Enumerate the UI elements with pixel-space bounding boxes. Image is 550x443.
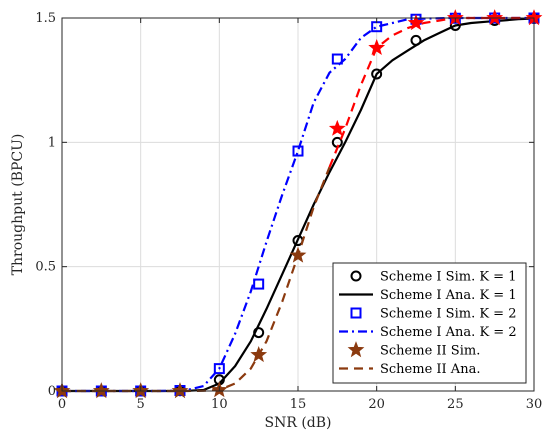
series-scheme-ii-sim- (53, 246, 307, 399)
marker-star (347, 341, 365, 358)
marker-square (350, 307, 362, 319)
legend-entry: Scheme I Ana. K = 1 (339, 288, 517, 303)
legend-label: Scheme I Sim. K = 2 (380, 307, 516, 322)
marker-square (331, 53, 343, 65)
marker-square (292, 145, 304, 157)
x-tick-label: 0 (58, 397, 66, 412)
x-tick-label: 30 (526, 397, 543, 412)
marker-circle (371, 68, 383, 80)
marker-star (171, 382, 189, 399)
marker-star (92, 382, 110, 399)
marker-square (213, 363, 225, 375)
series-scheme-ii-ana- (62, 166, 331, 393)
legend-label: Scheme I Sim. K = 1 (380, 270, 516, 285)
marker-star (328, 119, 346, 136)
y-tick-label: 0 (48, 384, 56, 399)
marker-star (486, 9, 504, 26)
legend-label: Scheme I Ana. K = 2 (380, 325, 517, 340)
legend-label: Scheme I Ana. K = 1 (380, 288, 517, 303)
legend-entry: Scheme I Ana. K = 2 (339, 325, 517, 340)
y-axis-label: Throughput (BPCU) (10, 134, 26, 276)
y-tick-label: 0.5 (35, 260, 56, 275)
y-tick-label: 1.5 (35, 11, 56, 26)
marker-square (253, 278, 265, 290)
y-tick-label: 1 (48, 135, 56, 150)
axis-ticks: 0 5 10 15 20 25 30 0 0.5 1 1.5 (35, 11, 542, 412)
legend-entry: Scheme II Sim. (347, 341, 480, 359)
x-tick-label: 5 (137, 397, 145, 412)
x-tick-label: 15 (290, 397, 307, 412)
legend-entry: Scheme II Ana. (339, 362, 480, 377)
legend-entry: Scheme I Sim. K = 2 (350, 307, 516, 322)
legend-box (332, 262, 527, 384)
marker-circle (350, 270, 362, 282)
x-tick-label: 20 (368, 397, 385, 412)
x-tick-label: 10 (211, 397, 228, 412)
series-line (62, 166, 331, 393)
legend-entry: Scheme I Sim. K = 1 (350, 270, 516, 285)
x-tick-label: 25 (447, 397, 464, 412)
legend: Scheme I Sim. K = 1 Scheme I Ana. K = 1 Sc… (332, 262, 527, 384)
legend-label: Scheme II Sim. (380, 344, 480, 359)
series-scheme-ii-sim- (328, 9, 543, 136)
legend-label: Scheme II Ana. (380, 362, 480, 377)
x-axis-label: SNR (dB) (264, 415, 331, 431)
